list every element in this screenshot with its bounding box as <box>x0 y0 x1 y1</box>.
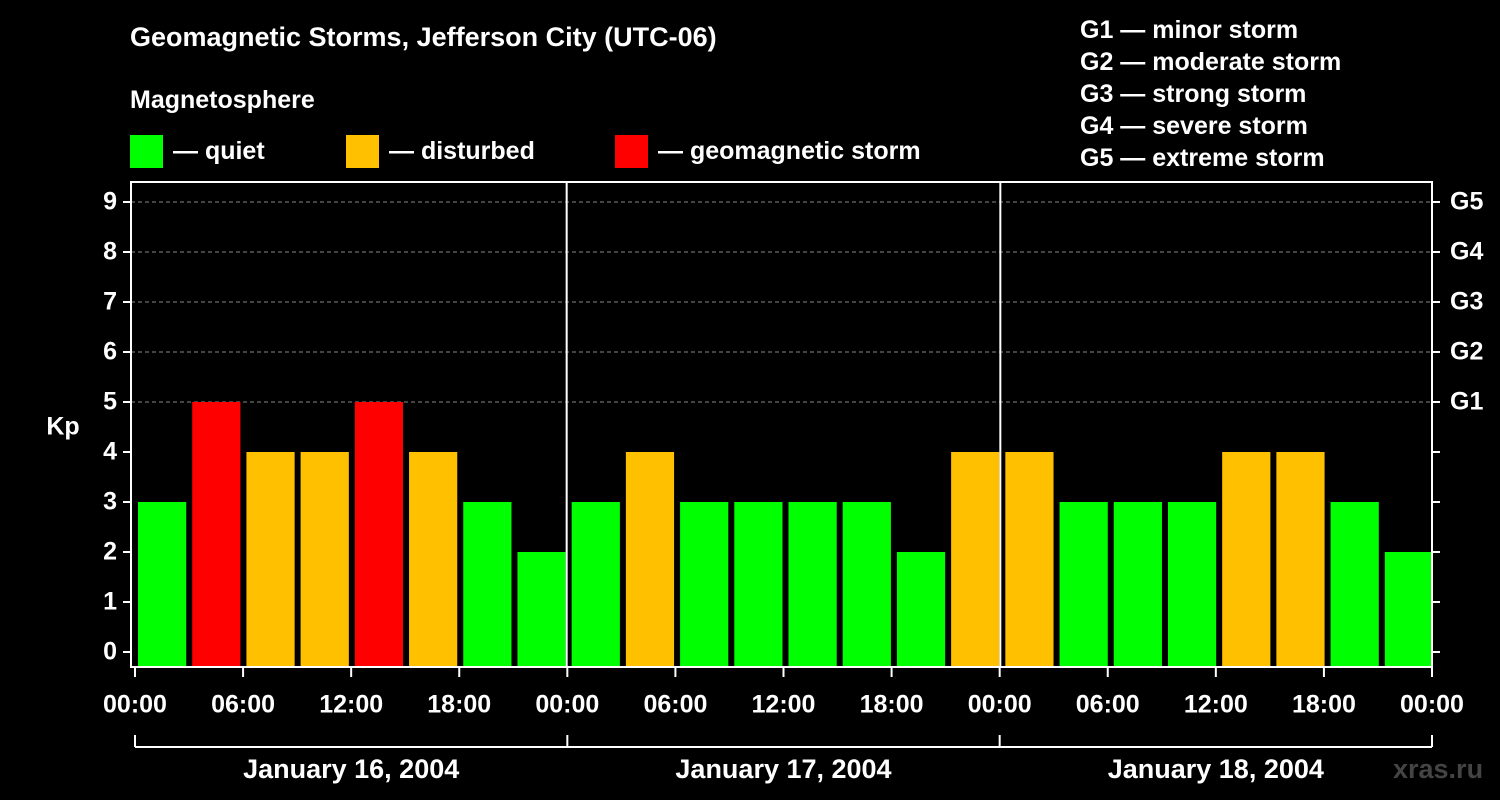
g-level-label: G2 <box>1450 338 1483 366</box>
y-tick-label: 6 <box>103 338 117 366</box>
x-tick-label: 06:00 <box>211 691 275 719</box>
x-tick-label: 00:00 <box>103 691 167 719</box>
storm-level-g2: G2 — moderate storm <box>1080 48 1342 76</box>
kp-bar <box>842 502 891 667</box>
y-tick-label: 3 <box>103 488 117 516</box>
kp-bar <box>354 402 404 667</box>
x-tick-label: 18:00 <box>1292 691 1356 719</box>
chart-subtitle: Magnetosphere <box>130 86 315 114</box>
x-tick-label: 12:00 <box>752 691 816 719</box>
x-tick-label: 06:00 <box>1076 691 1140 719</box>
legend-storm: — geomagnetic storm <box>615 134 921 168</box>
y-tick-label: 1 <box>103 588 117 616</box>
x-tick-label: 00:00 <box>1400 691 1464 719</box>
kp-bar <box>1005 452 1054 667</box>
y-tick-label: 9 <box>103 188 117 216</box>
day-label: January 16, 2004 <box>243 754 459 784</box>
g-level-label: G3 <box>1450 288 1483 316</box>
x-tick-label: 18:00 <box>427 691 491 719</box>
y-tick-label: 0 <box>103 638 117 666</box>
kp-bar <box>788 502 837 667</box>
storm-level-g5: G5 — extreme storm <box>1080 144 1325 172</box>
legend-quiet: — quiet <box>130 134 265 168</box>
y-tick-label: 7 <box>103 288 117 316</box>
y-tick-label: 8 <box>103 238 117 266</box>
x-tick-label: 06:00 <box>643 691 707 719</box>
plot-frame <box>130 181 1433 668</box>
g-level-label: G1 <box>1450 388 1483 416</box>
y-tick-label: 2 <box>103 538 117 566</box>
kp-bar <box>625 452 675 667</box>
storm-levels-legend: G1 — minor storm G2 — moderate storm G3 … <box>1080 14 1341 174</box>
storm-level-g4: G4 — severe storm <box>1080 112 1308 140</box>
kp-bar <box>1222 452 1271 667</box>
storm-level-g3: G3 — strong storm <box>1080 80 1307 108</box>
legend-disturbed: — disturbed <box>346 134 535 168</box>
kp-bar <box>680 502 729 667</box>
chart-title: Geomagnetic Storms, Jefferson City (UTC-… <box>130 22 717 52</box>
x-tick-label: 00:00 <box>968 691 1032 719</box>
y-tick-label: 4 <box>103 438 117 466</box>
legend-label-disturbed: — disturbed <box>389 136 535 165</box>
watermark: xras.ru <box>1393 754 1484 784</box>
legend-swatch-disturbed <box>346 134 379 168</box>
day-label: January 17, 2004 <box>675 754 891 784</box>
kp-bar <box>734 502 783 667</box>
x-tick-label: 12:00 <box>319 691 383 719</box>
legend-swatch-quiet <box>130 134 163 168</box>
kp-bar <box>463 502 512 667</box>
x-tick-label: 12:00 <box>1184 691 1248 719</box>
kp-bar <box>409 452 458 667</box>
kp-bar <box>896 552 946 667</box>
day-label: January 18, 2004 <box>1108 754 1324 784</box>
kp-bar <box>1276 452 1325 667</box>
kp-bar <box>1330 502 1379 667</box>
y-axis-label: Kp <box>46 413 79 441</box>
y-tick-label: 5 <box>103 388 117 416</box>
kp-bar <box>138 502 187 667</box>
kp-bar <box>246 452 295 667</box>
kp-bar <box>1384 552 1433 667</box>
legend-label-quiet: — quiet <box>173 136 265 165</box>
x-tick-label: 00:00 <box>535 691 599 719</box>
legend-label-storm: — geomagnetic storm <box>658 136 921 165</box>
kp-bar <box>571 502 620 667</box>
kp-bar <box>951 452 1000 667</box>
kp-bar <box>1167 502 1217 667</box>
kp-bar <box>192 402 241 667</box>
kp-bar <box>300 452 349 667</box>
g-level-label: G4 <box>1450 238 1483 266</box>
legend-swatch-storm <box>615 134 648 168</box>
x-tick-label: 18:00 <box>860 691 924 719</box>
g-level-label: G5 <box>1450 188 1483 216</box>
kp-bar <box>1059 502 1108 667</box>
kp-bar <box>517 552 566 667</box>
storm-level-g1: G1 — minor storm <box>1080 16 1299 44</box>
kp-bar <box>1113 502 1162 667</box>
